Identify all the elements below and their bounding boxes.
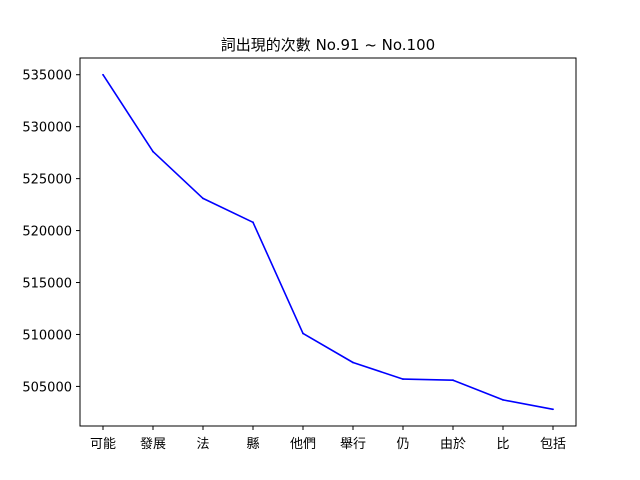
x-tick-label: 他們 (290, 437, 316, 452)
x-tick-label: 舉行 (340, 436, 366, 452)
x-tick-label: 比 (496, 437, 509, 452)
data-point (152, 150, 154, 153)
y-tick-label: 525000 (22, 173, 72, 188)
y-tick-label: 535000 (22, 69, 72, 84)
plot-frame (79, 57, 577, 427)
y-tick-label: 510000 (22, 328, 72, 343)
y-tick-label: 515000 (22, 277, 72, 292)
plot-area: 505000 510000 515000 520000 525000 530000 5350… (22, 69, 566, 452)
chart-title: 詞出現的次數 No.91 ~ No.100 (221, 36, 435, 54)
data-point (252, 221, 254, 224)
x-tick-label: 可能 (90, 437, 116, 452)
series-line (102, 74, 554, 411)
data-point (352, 361, 354, 364)
data-point (102, 73, 104, 76)
data-point (502, 399, 504, 401)
x-tick-label: 法 (196, 437, 209, 452)
data-point (202, 197, 204, 200)
x-tick-label: 仍 (396, 437, 409, 452)
data-point (402, 378, 404, 381)
data-point (452, 379, 454, 382)
data-point (552, 408, 554, 411)
x-tick-label: 包括 (540, 437, 566, 452)
x-tick-label: 發展 (140, 437, 166, 452)
y-tick-label: 520000 (22, 225, 72, 240)
x-tick-label: 由於 (440, 436, 466, 452)
data-point (302, 332, 304, 335)
x-tick-label: 縣 (246, 437, 259, 452)
y-tick-label: 505000 (22, 380, 72, 395)
y-tick-label: 530000 (22, 121, 72, 136)
